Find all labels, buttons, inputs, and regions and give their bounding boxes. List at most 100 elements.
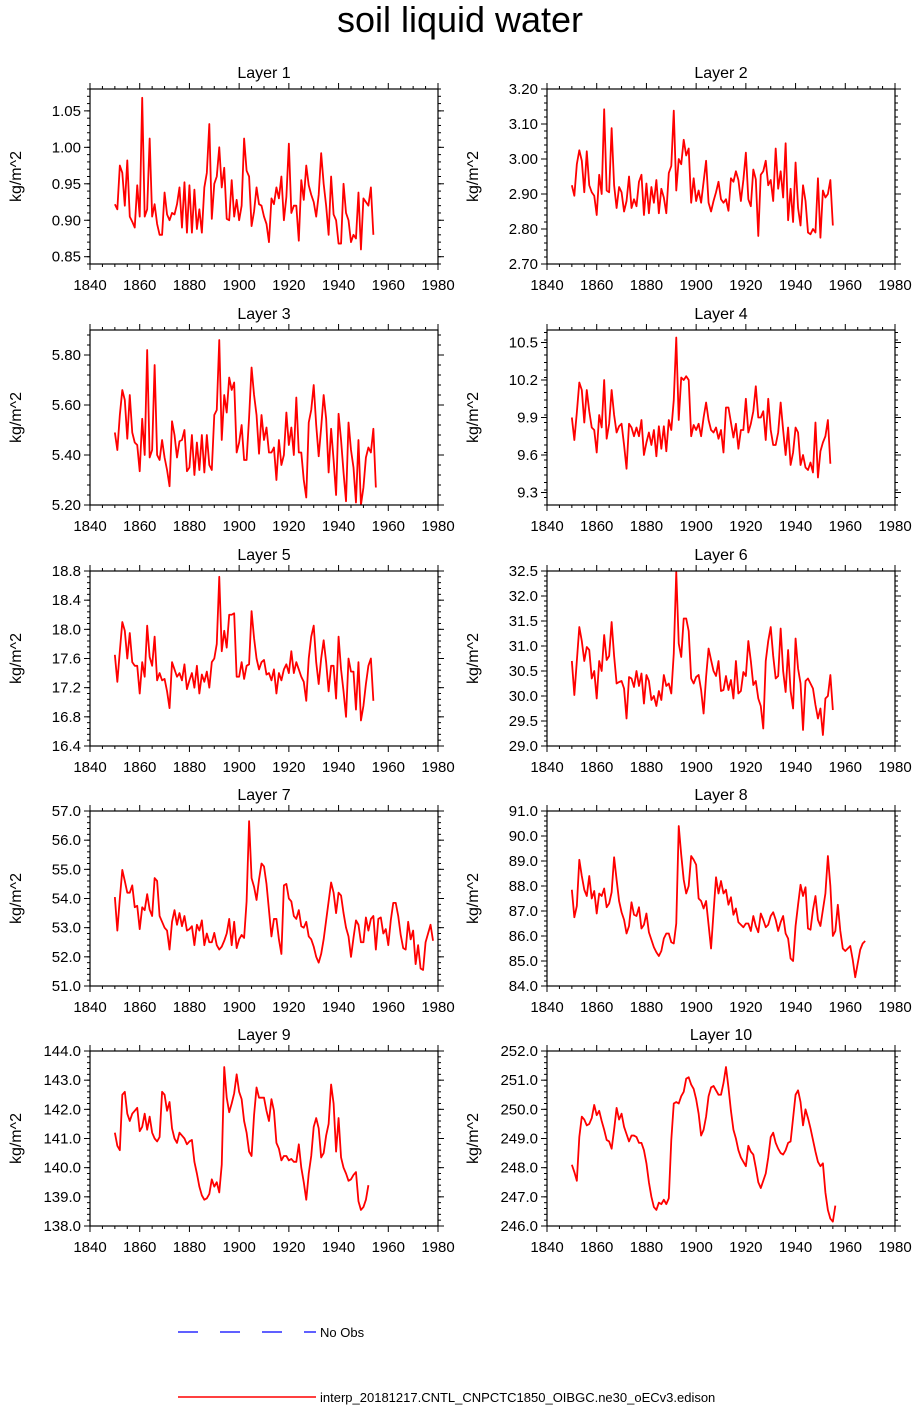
chart-layer-2: Layer 2 kg/m^2 1840 1860 1880 1900 1920 1940 196… [465, 65, 912, 294]
layer-9-ytick-label: 142.0 [43, 1101, 81, 1118]
layer-9-xtick-label: 1840 [73, 1239, 106, 1256]
layer-2-xtick-label: 1980 [878, 277, 911, 294]
layer-3-title: Layer 3 [237, 306, 290, 323]
layer-4-xtick-label: 1960 [829, 518, 862, 535]
layer-4-title: Layer 4 [694, 306, 747, 323]
layer-7-xtick-label: 1960 [372, 999, 405, 1016]
layer-5-title: Layer 5 [237, 547, 290, 564]
layer-5-frame [89, 570, 439, 747]
layer-1-ytick-label: 0.85 [52, 249, 81, 266]
layer-7-ytick-label: 53.0 [52, 920, 81, 937]
layer-8-series-line [570, 825, 866, 979]
layer-9-ytick-label: 143.0 [43, 1072, 81, 1089]
layer-10-ytick-label: 247.0 [500, 1189, 538, 1206]
layer-10-ytick-label: 252.0 [500, 1043, 538, 1060]
layer-5-xtick-label: 1900 [222, 759, 255, 776]
layer-2-ytick-label: 3.00 [509, 151, 538, 168]
legend-model-label: interp_20181217.CNTL_CNPCTC1850_OIBGC.ne… [320, 1390, 715, 1405]
chart-layer-6: Layer 6 kg/m^2 1840 1860 1880 1900 1920 1940 196… [465, 547, 912, 776]
layer-8-ytick-label: 84.0 [509, 978, 538, 995]
layer-10-xtick-label: 1840 [530, 1239, 563, 1256]
layer-10-xtick-label: 1940 [779, 1239, 812, 1256]
layer-6-frame [546, 570, 896, 747]
chart-layer-5: Layer 5 kg/m^2 1840 1860 1880 1900 1920 1940 196… [8, 547, 455, 776]
layer-8-xtick-label: 1880 [630, 999, 663, 1016]
layer-3-xtick-label: 1880 [173, 518, 206, 535]
layer-3-xtick-label: 1940 [322, 518, 355, 535]
chart-layer-8: Layer 8 kg/m^2 1840 1860 1880 1900 1920 1940 196… [465, 787, 912, 1016]
layer-9-title: Layer 9 [237, 1027, 290, 1044]
layer-5-ytick-label: 17.6 [52, 651, 81, 668]
layer-6-xtick-label: 1900 [679, 759, 712, 776]
layer-9-ylabel: kg/m^2 [8, 1113, 25, 1164]
layer-5-ytick-label: 16.4 [52, 738, 81, 755]
chart-layer-4: Layer 4 kg/m^2 1840 1860 1880 1900 1920 1940 196… [465, 306, 912, 535]
layer-6-ytick-label: 30.0 [509, 688, 538, 705]
layer-8-xtick-label: 1980 [878, 999, 911, 1016]
layer-2-ytick-label: 2.80 [509, 221, 538, 238]
layer-3-xtick-label: 1840 [73, 518, 106, 535]
layer-6-xtick-label: 1940 [779, 759, 812, 776]
layer-2-xtick-label: 1920 [729, 277, 762, 294]
layer-10-ytick-label: 250.0 [500, 1101, 538, 1118]
layer-5-ylabel: kg/m^2 [8, 633, 25, 684]
layer-2-series-line [570, 108, 834, 239]
layer-4-xtick-label: 1880 [630, 518, 663, 535]
layer-7-ytick-label: 57.0 [52, 803, 81, 820]
layer-7-ylabel: kg/m^2 [8, 873, 25, 924]
layer-8-ytick-label: 90.0 [509, 828, 538, 845]
layer-8-ytick-label: 88.0 [509, 878, 538, 895]
chart-layer-9: Layer 9 kg/m^2 1840 1860 1880 1900 1920 1940 196… [8, 1027, 455, 1256]
layer-4-ytick-label: 10.2 [509, 372, 538, 389]
layer-6-ytick-label: 30.5 [509, 663, 538, 680]
layer-4-xtick-label: 1860 [580, 518, 613, 535]
layer-3-xtick-label: 1980 [421, 518, 454, 535]
layer-4-xtick-label: 1980 [878, 518, 911, 535]
layer-6-xtick-label: 1840 [530, 759, 563, 776]
layer-1-xtick-label: 1880 [173, 277, 206, 294]
layer-7-ytick-label: 52.0 [52, 949, 81, 966]
layer-9-ytick-label: 138.0 [43, 1218, 81, 1235]
layer-8-xtick-label: 1920 [729, 999, 762, 1016]
layer-2-xtick-label: 1860 [580, 277, 613, 294]
layer-5-xtick-label: 1980 [421, 759, 454, 776]
layer-9-xtick-label: 1880 [173, 1239, 206, 1256]
layer-1-xtick-label: 1980 [421, 277, 454, 294]
layer-6-xtick-label: 1920 [729, 759, 762, 776]
layer-4-ylabel: kg/m^2 [465, 392, 482, 443]
layer-4-ytick-label: 9.9 [517, 410, 538, 427]
layer-9-xtick-label: 1900 [222, 1239, 255, 1256]
layer-2-xtick-label: 1900 [679, 277, 712, 294]
layer-7-series-line [113, 820, 434, 971]
layer-9-ytick-label: 139.0 [43, 1189, 81, 1206]
layer-2-xtick-label: 1940 [779, 277, 812, 294]
layer-5-series-line [113, 575, 375, 722]
layer-5-xtick-label: 1860 [123, 759, 156, 776]
layer-8-title: Layer 8 [694, 787, 747, 804]
layer-8-ytick-label: 91.0 [509, 803, 538, 820]
layer-4-series-line [570, 336, 832, 479]
layer-6-ytick-label: 29.5 [509, 713, 538, 730]
layer-3-series-line [113, 339, 377, 505]
layer-7-xtick-label: 1940 [322, 999, 355, 1016]
layer-5-ytick-label: 17.2 [52, 680, 81, 697]
layer-6-ytick-label: 32.5 [509, 563, 538, 580]
chart-layer-1: Layer 1 kg/m^2 1840 1860 1880 1900 1920 1940 196… [8, 65, 455, 294]
layer-1-ytick-label: 1.05 [52, 103, 81, 120]
layer-2-title: Layer 2 [694, 65, 747, 82]
layer-10-xtick-label: 1980 [878, 1239, 911, 1256]
layer-3-ytick-label: 5.40 [52, 447, 81, 464]
layer-3-xtick-label: 1960 [372, 518, 405, 535]
layer-1-ytick-label: 1.00 [52, 139, 81, 156]
figure-title: soil liquid water [336, 0, 584, 40]
layer-7-xtick-label: 1860 [123, 999, 156, 1016]
layer-5-ytick-label: 16.8 [52, 709, 81, 726]
layer-7-xtick-label: 1880 [173, 999, 206, 1016]
layer-6-ytick-label: 32.0 [509, 588, 538, 605]
layer-7-xtick-label: 1900 [222, 999, 255, 1016]
layer-2-xtick-label: 1880 [630, 277, 663, 294]
layer-6-ytick-label: 31.0 [509, 638, 538, 655]
layer-9-frame [89, 1050, 439, 1227]
layer-6-series-line [570, 571, 834, 736]
layer-10-xtick-label: 1960 [829, 1239, 862, 1256]
